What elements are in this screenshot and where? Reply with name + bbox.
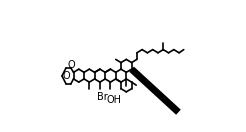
Text: Br: Br bbox=[97, 92, 108, 102]
Text: OH: OH bbox=[106, 95, 121, 105]
Text: O: O bbox=[67, 60, 75, 70]
Text: O: O bbox=[62, 71, 70, 81]
